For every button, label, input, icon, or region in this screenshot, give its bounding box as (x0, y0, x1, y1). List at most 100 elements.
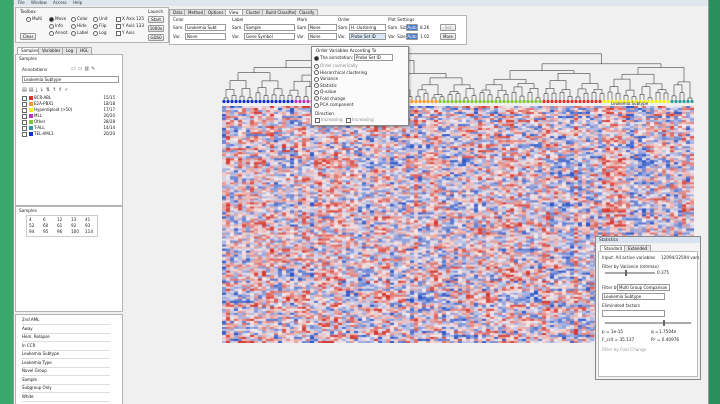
sample-color-mark[interactable] (534, 99, 538, 104)
list-item[interactable]: Away (22, 325, 110, 334)
sample-color-mark[interactable] (426, 99, 430, 104)
left-tab-hgl[interactable]: HGL (76, 47, 93, 54)
sample-color-mark[interactable] (294, 99, 298, 104)
more-button[interactable]: More (440, 33, 456, 40)
sample-cell[interactable]: 52 (29, 223, 35, 228)
sample-color-mark[interactable] (522, 99, 526, 104)
sample-color-mark[interactable] (558, 99, 562, 104)
order-option[interactable]: Statistic (314, 83, 337, 88)
sample-color-mark[interactable] (486, 99, 490, 104)
sample-color-mark[interactable] (474, 99, 478, 104)
sample-color-mark[interactable] (650, 99, 654, 104)
sample-color-mark[interactable] (238, 99, 242, 104)
sample-color-mark[interactable] (638, 99, 642, 104)
sample-color-mark[interactable] (482, 99, 486, 104)
sample-color-mark[interactable] (518, 99, 522, 104)
sample-color-mark[interactable] (506, 99, 510, 104)
launch-gds-button[interactable]: GDS0 (148, 34, 164, 41)
sample-cell[interactable]: 92 (71, 223, 77, 228)
sample-cell[interactable]: 96 (57, 229, 63, 234)
menu-help[interactable]: Help (73, 0, 83, 5)
sample-color-mark[interactable] (230, 99, 234, 104)
radio-color[interactable]: Color (71, 16, 88, 22)
mark-sam-select[interactable]: None (308, 24, 337, 31)
sample-color-mark[interactable] (598, 99, 602, 104)
sample-color-mark[interactable] (266, 99, 270, 104)
radio-xaxis[interactable]: X Axis (116, 16, 135, 22)
sample-color-mark[interactable] (414, 99, 418, 104)
clear-button[interactable]: Clear (20, 33, 36, 40)
sample-color-mark[interactable] (226, 99, 230, 104)
sample-color-mark[interactable] (306, 99, 310, 104)
sample-color-mark[interactable] (622, 99, 626, 104)
list-item[interactable]: Hyperdiploid (>50) 17/17 (22, 107, 117, 113)
sample-color-mark[interactable] (418, 99, 422, 104)
launch-start-button[interactable]: Start (148, 16, 164, 23)
radio-move[interactable]: Move (49, 16, 66, 22)
popup-annotation-radio[interactable]: The annotation: (314, 55, 353, 61)
sample-color-mark[interactable] (410, 99, 414, 104)
decreasing-radio[interactable]: Increasing (346, 117, 374, 123)
sample-color-mark[interactable] (454, 99, 458, 104)
radio-log[interactable]: Log (93, 30, 106, 36)
sample-color-mark[interactable] (658, 99, 662, 104)
p-slider[interactable] (605, 320, 691, 326)
sample-color-mark[interactable] (514, 99, 518, 104)
sample-color-mark[interactable] (498, 99, 502, 104)
label-sam-select[interactable]: Sample (244, 24, 295, 31)
sample-color-mark[interactable] (242, 99, 246, 104)
sample-color-mark[interactable] (566, 99, 570, 104)
order-option[interactable]: Q-value (314, 89, 336, 95)
list-item[interactable]: In CCR (22, 342, 110, 351)
filter-by-select[interactable]: Multi Group Comparison (617, 284, 670, 291)
sample-color-mark[interactable] (654, 99, 658, 104)
sample-color-mark[interactable] (594, 99, 598, 104)
variance-slider[interactable] (605, 270, 655, 276)
sample-color-mark[interactable] (586, 99, 590, 104)
sample-color-mark[interactable] (678, 99, 682, 104)
sample-color-mark[interactable] (302, 99, 306, 104)
sample-color-mark[interactable] (466, 99, 470, 104)
sample-color-mark[interactable] (478, 99, 482, 104)
sample-color-mark[interactable] (462, 99, 466, 104)
sample-cell[interactable]: 95 (43, 229, 49, 234)
stats-tab-extended[interactable]: Extended (624, 245, 651, 252)
popup-annotation-select[interactable]: Probe Set ID (354, 54, 393, 61)
sample-color-mark[interactable] (590, 99, 594, 104)
list-item[interactable]: T-ALL 14/14 (22, 125, 117, 131)
sample-color-mark[interactable] (234, 99, 238, 104)
sample-color-mark[interactable] (286, 99, 290, 104)
radio-info[interactable]: Info (49, 23, 63, 29)
sample-cell[interactable]: 93 (85, 223, 91, 228)
menu-file[interactable]: File (18, 0, 25, 5)
sample-color-mark[interactable] (258, 99, 262, 104)
mark-var-select[interactable]: None (308, 33, 337, 40)
sample-color-mark[interactable] (574, 99, 578, 104)
order-option[interactable]: Variance (314, 76, 338, 82)
sample-cell[interactable]: 60 (43, 223, 49, 228)
sample-cell[interactable]: 4 (29, 217, 32, 222)
set-button[interactable]: Set (440, 24, 456, 31)
menu-access[interactable]: Access (53, 0, 67, 5)
radio-yaxis-2[interactable]: Y Axis (116, 30, 135, 36)
tab-classify[interactable]: Classify (295, 9, 319, 16)
sample-cell[interactable]: 13 (71, 217, 77, 222)
left-tab-variables[interactable]: Variables (38, 47, 65, 54)
sample-color-mark[interactable] (510, 99, 514, 104)
eliminated-select[interactable] (602, 310, 665, 317)
sample-color-mark[interactable] (554, 99, 558, 104)
sample-color-mark[interactable] (682, 99, 686, 104)
left-tab-log[interactable]: Log (62, 47, 78, 54)
increasing-radio[interactable]: Increasing (315, 117, 343, 123)
sample-color-mark[interactable] (278, 99, 282, 104)
sample-color-mark[interactable] (666, 99, 670, 104)
sample-cell[interactable]: 6 (43, 217, 46, 222)
sample-color-mark[interactable] (570, 99, 574, 104)
sample-color-mark[interactable] (430, 99, 434, 104)
sample-color-mark[interactable] (562, 99, 566, 104)
sample-color-mark[interactable] (642, 99, 646, 104)
list-item[interactable]: Hem. Relapse (22, 333, 110, 342)
sample-cell[interactable]: 100 (71, 229, 79, 234)
radio-multi[interactable]: Multi (26, 16, 42, 22)
sample-cell[interactable]: 12 (57, 217, 63, 222)
